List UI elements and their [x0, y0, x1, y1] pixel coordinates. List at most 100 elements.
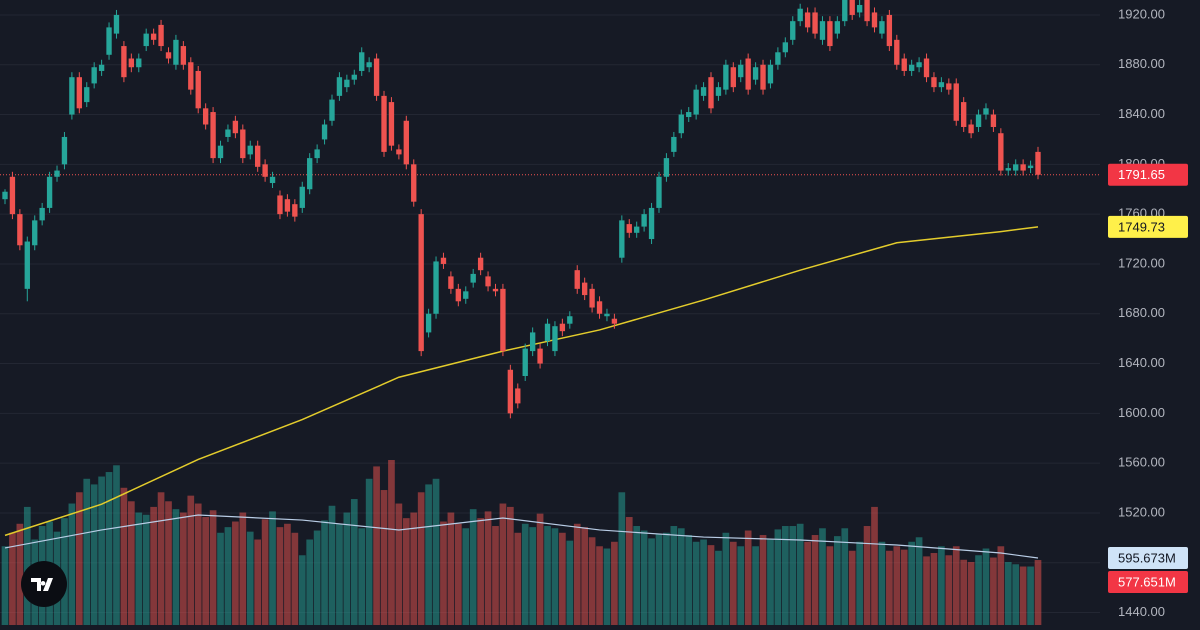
- y-tick-label: 1880.00: [1118, 56, 1165, 71]
- volume-bar: [328, 505, 336, 625]
- y-tick-label: 1440.00: [1118, 604, 1165, 619]
- volume-bar: [477, 518, 484, 625]
- candle-body: [797, 8, 803, 22]
- candle-body: [998, 133, 1004, 171]
- candle-body: [782, 42, 788, 53]
- candle-body: [433, 261, 439, 314]
- volume-bar: [365, 478, 373, 625]
- volume-bar: [462, 528, 470, 625]
- volume-bar: [677, 528, 685, 625]
- volume-bar: [1, 546, 9, 625]
- candle-body: [619, 220, 625, 258]
- volume-bar: [640, 530, 648, 625]
- candle-body: [574, 270, 580, 289]
- y-tick-label: 1680.00: [1118, 305, 1165, 320]
- candle-body: [411, 164, 417, 202]
- volume-bar: [923, 556, 930, 625]
- candle-body: [448, 276, 454, 289]
- volume-bar: [514, 532, 522, 625]
- volume-bar: [90, 484, 98, 625]
- volume-bar: [150, 506, 157, 625]
- candle-body: [76, 77, 82, 109]
- candle-body: [344, 79, 350, 88]
- volume-bar: [447, 512, 455, 625]
- volume-bar: [499, 503, 507, 625]
- candle-body: [908, 64, 915, 71]
- candle-body: [663, 158, 670, 177]
- volume-bar: [811, 535, 819, 625]
- volume-bar: [551, 528, 559, 625]
- candle-body: [559, 323, 566, 332]
- volume-bar: [269, 511, 276, 625]
- volume-bar: [425, 484, 432, 625]
- volume-bar: [663, 532, 670, 625]
- volume-bar: [239, 512, 247, 625]
- volume-bar: [350, 499, 358, 625]
- volume-bar: [1019, 566, 1027, 625]
- candle-body: [708, 77, 714, 109]
- volume-bar: [841, 528, 849, 625]
- volume-bar: [410, 512, 418, 625]
- volume-bar: [336, 523, 343, 625]
- volume-bar: [432, 478, 440, 625]
- price-axis: 1440.001480.001520.001560.001600.001640.…: [1108, 6, 1188, 619]
- candle-body: [202, 108, 209, 125]
- volume-bar: [960, 559, 968, 625]
- volume-bar: [165, 501, 172, 625]
- volume-bar: [492, 526, 499, 625]
- volume-bar: [536, 513, 544, 625]
- candle-body: [537, 348, 543, 364]
- volume-bar: [729, 541, 737, 625]
- candle-body: [700, 87, 707, 96]
- candle-body: [656, 176, 662, 208]
- volume-average-label: 595.673M: [1118, 550, 1176, 565]
- volume-bar: [982, 548, 990, 625]
- candle-body: [1027, 165, 1034, 169]
- candle-body: [596, 301, 603, 314]
- candle-body: [255, 145, 261, 167]
- candle-body: [277, 195, 283, 215]
- volume-bar: [781, 526, 789, 625]
- candle-body: [158, 24, 164, 47]
- candle-body: [715, 87, 722, 96]
- volume-bar: [967, 562, 975, 625]
- volume-bar: [254, 539, 262, 625]
- candle-body: [983, 108, 989, 115]
- candle-body: [91, 67, 97, 84]
- candle-body: [173, 39, 179, 65]
- candle-body: [373, 58, 380, 96]
- volume-bar: [1004, 562, 1012, 625]
- candle-body: [507, 369, 514, 414]
- candle-body: [723, 64, 729, 90]
- candle-body: [827, 21, 833, 47]
- volume-bar: [648, 538, 655, 625]
- candle-body: [84, 87, 90, 103]
- candle-body: [738, 64, 744, 78]
- volume-bar: [618, 492, 626, 625]
- volume-bar: [707, 545, 715, 625]
- candle-body: [440, 257, 447, 264]
- candle-body: [923, 58, 930, 78]
- candle-body: [165, 52, 172, 59]
- volume-bar: [142, 514, 150, 625]
- candle-body: [150, 33, 157, 40]
- candle-body: [864, 0, 870, 22]
- candle-body: [842, 0, 848, 22]
- candle-body: [381, 95, 387, 152]
- moving-average-line: [4, 226, 1039, 537]
- volume-bar: [930, 553, 938, 625]
- volume-bar: [625, 517, 633, 625]
- volume-bar: [611, 541, 618, 625]
- volume-bar: [938, 546, 945, 625]
- candle-body: [849, 0, 855, 15]
- volume-bar: [588, 537, 596, 625]
- candle-body: [760, 64, 766, 90]
- volume-bar: [566, 540, 574, 625]
- candle-body: [938, 82, 945, 88]
- candle-body: [351, 74, 357, 80]
- volume-bar: [863, 526, 871, 625]
- volume-bar: [440, 521, 447, 625]
- volume-bar: [16, 523, 24, 625]
- candle-body: [567, 316, 573, 324]
- volume-bar: [990, 557, 997, 625]
